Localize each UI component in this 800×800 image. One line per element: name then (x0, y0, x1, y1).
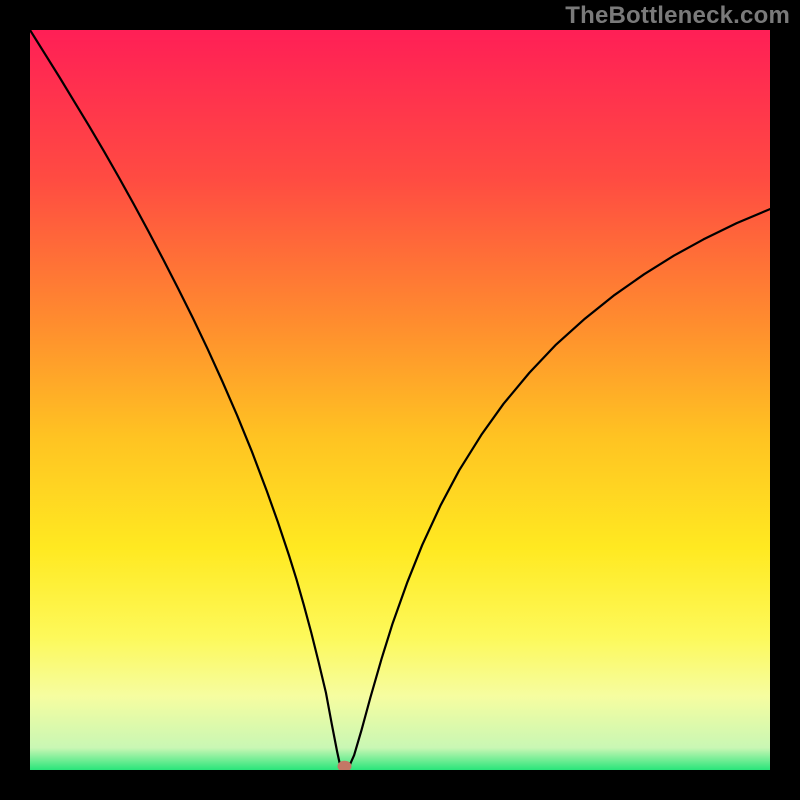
bottleneck-chart (30, 30, 770, 770)
chart-frame: TheBottleneck.com (0, 0, 800, 800)
watermark-text: TheBottleneck.com (565, 2, 790, 30)
chart-background (30, 30, 770, 770)
